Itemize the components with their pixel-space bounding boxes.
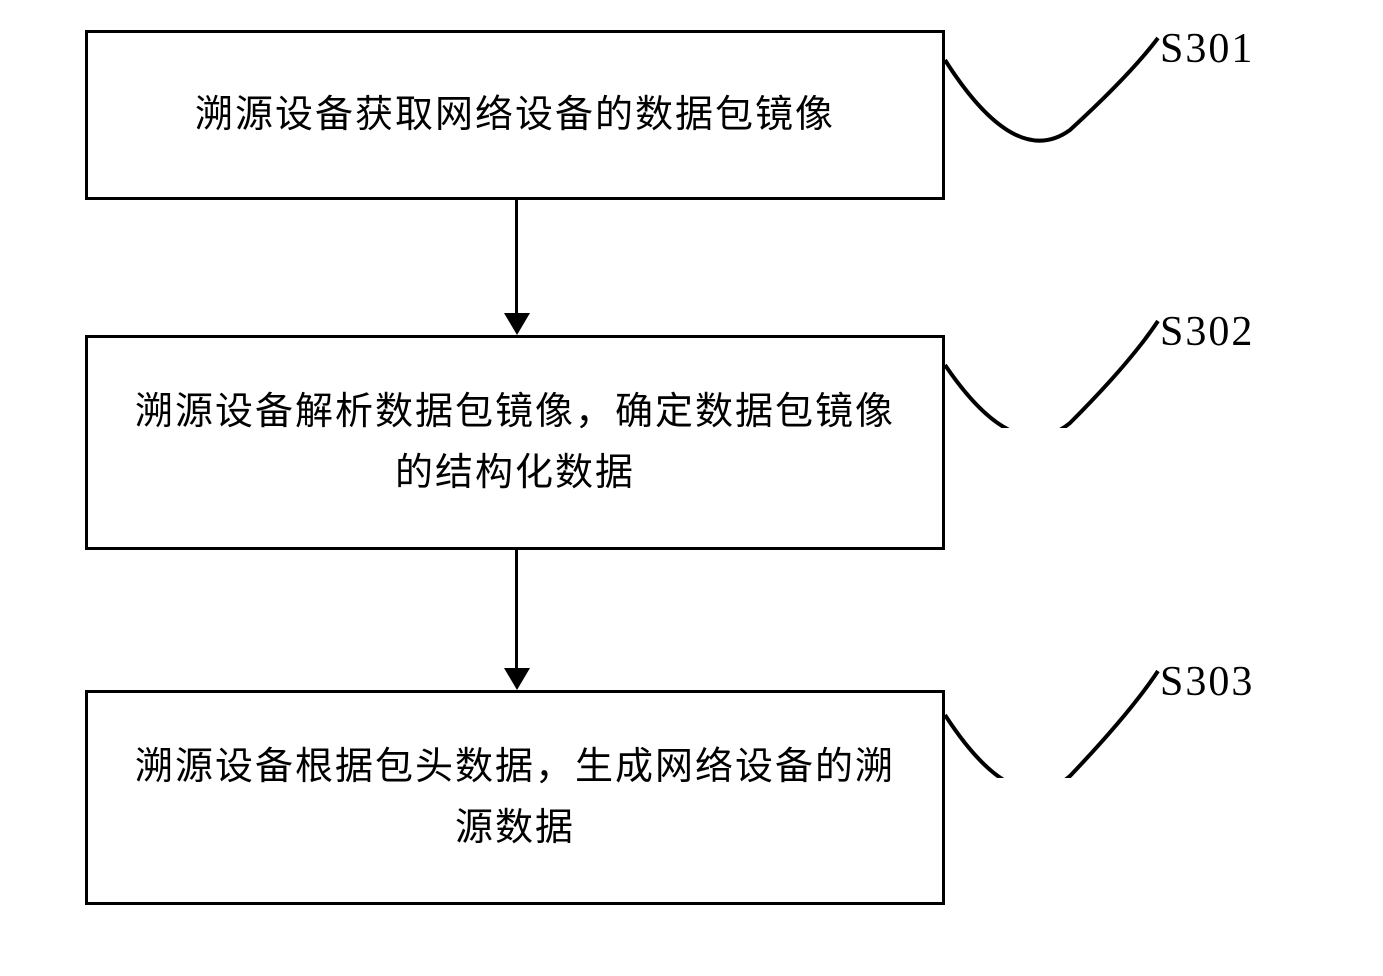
step-1-label: S301	[1160, 25, 1254, 73]
step-1-text: 溯源设备获取网络设备的数据包镜像	[195, 85, 835, 146]
flowchart-step-3: 溯源设备根据包头数据，生成网络设备的溯源数据	[85, 690, 945, 905]
arrow-1-to-2-line	[515, 200, 518, 313]
step-3-label: S303	[1160, 658, 1254, 706]
connector-curve-1	[945, 25, 1165, 145]
step-2-text: 溯源设备解析数据包镜像，确定数据包镜像的结构化数据	[118, 382, 912, 504]
flowchart-step-2: 溯源设备解析数据包镜像，确定数据包镜像的结构化数据	[85, 335, 945, 550]
step-2-label: S302	[1160, 308, 1254, 356]
arrow-2-to-3-line	[515, 550, 518, 668]
connector-curve-3	[945, 658, 1165, 778]
flowchart-step-1: 溯源设备获取网络设备的数据包镜像	[85, 30, 945, 200]
step-3-text: 溯源设备根据包头数据，生成网络设备的溯源数据	[118, 737, 912, 859]
connector-curve-2	[945, 308, 1165, 428]
arrow-2-to-3-head	[504, 668, 530, 690]
arrow-1-to-2-head	[504, 313, 530, 335]
